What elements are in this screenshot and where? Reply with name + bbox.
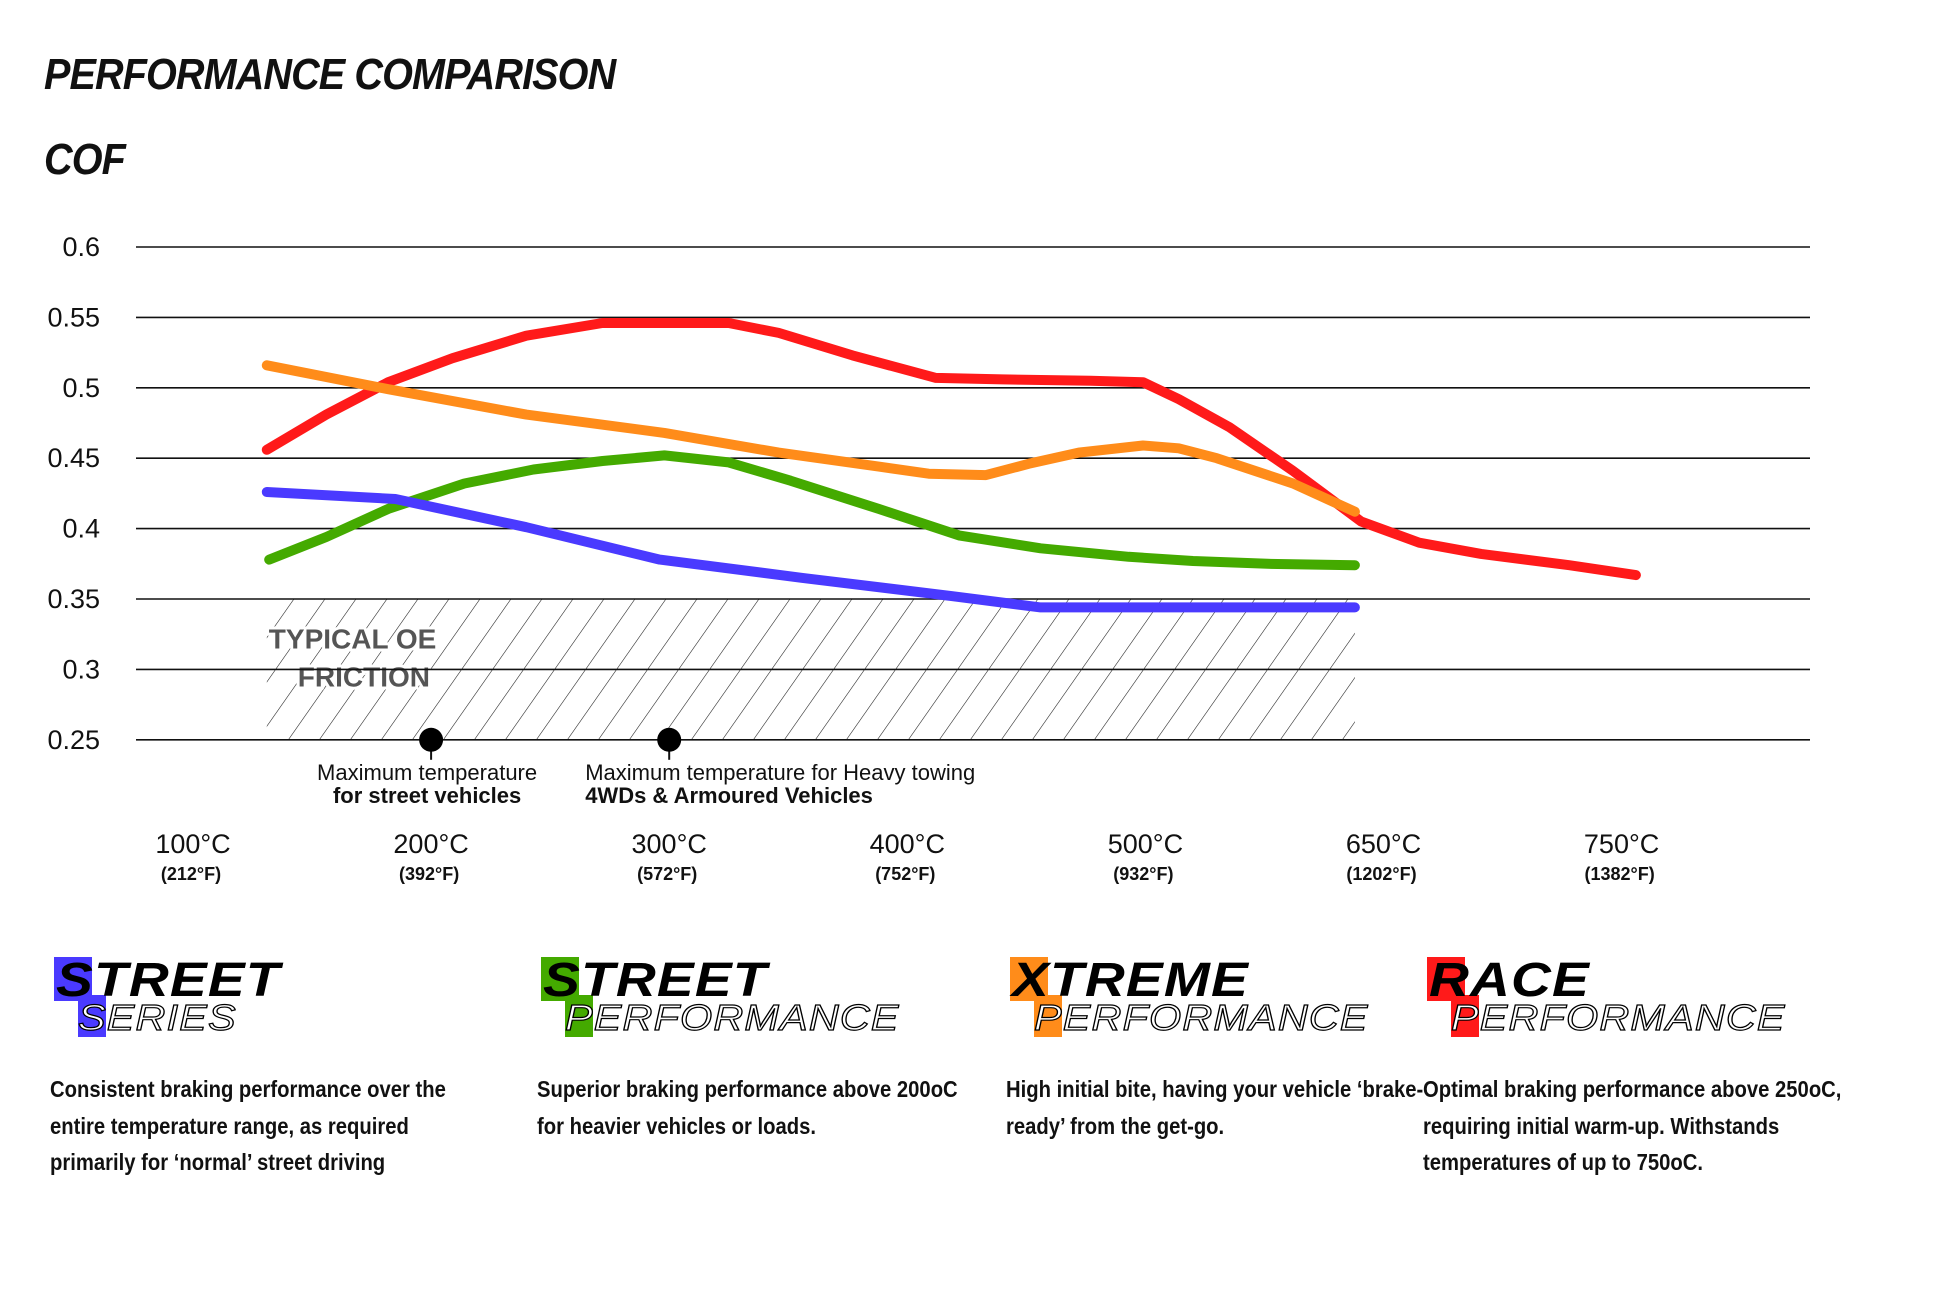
y-tick-label: 0.25	[47, 725, 100, 755]
y-tick-label: 0.4	[62, 514, 100, 544]
logo-color-block	[541, 957, 579, 1001]
y-tick-label: 0.45	[47, 443, 100, 473]
y-axis-title: COF	[44, 135, 126, 184]
x-tick-label: 400°C	[870, 829, 945, 859]
series-line-0	[261, 318, 1641, 581]
x-tick-label: 100°C	[155, 829, 230, 859]
product-logo: RACE PERFORMANCE	[1423, 954, 1883, 1043]
logo-word2: PERFORMANCE	[564, 996, 900, 1038]
x-tick-label: 650°C	[1346, 829, 1421, 859]
product-description: High initial bite, having your vehicle ‘…	[1006, 1076, 1424, 1139]
logo-word2: PERFORMANCE	[1033, 996, 1369, 1038]
product-block: RACE PERFORMANCE Optimal braking performan…	[1423, 954, 1883, 1181]
x-tick-label-fahrenheit: (212°F)	[161, 864, 221, 884]
x-tick-label-fahrenheit: (392°F)	[399, 864, 459, 884]
logo-word1: RACE	[1429, 954, 1591, 1007]
product-block: STREET PERFORMANCE Superior braking perfor…	[537, 954, 997, 1144]
logo-color-block	[54, 957, 92, 1001]
x-tick-label-fahrenheit: (752°F)	[875, 864, 935, 884]
product-description: Consistent braking performance over the …	[50, 1076, 446, 1175]
x-tick-label: 750°C	[1584, 829, 1659, 859]
logo-color-block	[1427, 957, 1465, 1001]
region-label-line1: TYPICAL OE	[269, 623, 437, 654]
series-line-2	[264, 450, 1360, 571]
logo-color-block	[1034, 995, 1062, 1037]
x-tick-label-fahrenheit: (932°F)	[1113, 864, 1173, 884]
series-line-1	[261, 360, 1360, 517]
product-block: STREET SERIES Consistent braking performan…	[50, 954, 510, 1181]
x-tick-label-fahrenheit: (1202°F)	[1346, 864, 1416, 884]
x-tick-label: 200°C	[393, 829, 468, 859]
logo-color-block	[565, 995, 593, 1037]
product-logo: XTREME PERFORMANCE	[1006, 954, 1466, 1043]
x-tick-label-fahrenheit: (1382°F)	[1584, 864, 1654, 884]
logo-word2: PERFORMANCE	[1450, 996, 1786, 1038]
logo-color-block	[1010, 957, 1048, 1001]
annotation-line2: for street vehicles	[333, 783, 521, 808]
product-logo: STREET PERFORMANCE	[537, 954, 997, 1043]
y-tick-label: 0.55	[47, 302, 100, 332]
product-description: Superior braking performance above 200oC…	[537, 1076, 958, 1139]
x-tick-label-fahrenheit: (572°F)	[637, 864, 697, 884]
product-block: XTREME PERFORMANCE High initial bite, havi…	[1006, 954, 1466, 1144]
annotation-marker	[419, 727, 444, 752]
x-tick-label: 500°C	[1108, 829, 1183, 859]
region-label-line2: FRICTION	[298, 661, 430, 692]
product-description: Optimal braking performance above 250oC,…	[1423, 1076, 1842, 1175]
logo-word1: STREET	[543, 954, 768, 1007]
logo-color-block	[78, 995, 106, 1037]
logo-word1: XTREME	[1012, 954, 1249, 1007]
annotation-line1: Maximum temperature	[317, 760, 537, 785]
x-tick-label: 300°C	[632, 829, 707, 859]
annotation-line2: 4WDs & Armoured Vehicles	[585, 783, 873, 808]
page-title: PERFORMANCE COMPARISON	[44, 50, 616, 99]
y-tick-label: 0.3	[62, 654, 100, 684]
series-line-3	[261, 487, 1360, 613]
y-tick-label: 0.5	[62, 373, 100, 403]
y-tick-label: 0.35	[47, 584, 100, 614]
annotation-line1: Maximum temperature for Heavy towing	[585, 760, 975, 785]
product-logo: STREET SERIES	[50, 954, 510, 1043]
logo-color-block	[1451, 995, 1479, 1037]
annotation-marker	[657, 727, 682, 752]
logo-word2: SERIES	[77, 996, 237, 1038]
y-tick-label: 0.6	[62, 232, 100, 262]
logo-word1: STREET	[56, 954, 281, 1007]
